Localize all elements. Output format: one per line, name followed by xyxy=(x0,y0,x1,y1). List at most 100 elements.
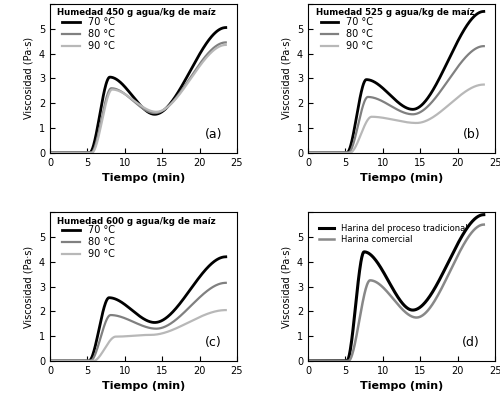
90 °C xyxy=(326,150,332,155)
Line: 70 °C: 70 °C xyxy=(50,28,226,153)
90 °C xyxy=(433,113,439,118)
70 °C xyxy=(47,150,53,155)
Text: Humedad 600 g agua/kg de maíz: Humedad 600 g agua/kg de maíz xyxy=(58,217,216,226)
80 °C xyxy=(432,96,438,101)
80 °C xyxy=(174,316,180,321)
80 °C xyxy=(158,326,164,330)
X-axis label: Tiempo (min): Tiempo (min) xyxy=(102,381,185,391)
Legend: 70 °C, 80 °C, 90 °C: 70 °C, 80 °C, 90 °C xyxy=(58,221,118,263)
Harina comercial xyxy=(416,315,422,320)
90 °C xyxy=(47,150,53,155)
Text: Humedad 450 g agua/kg de maíz: Humedad 450 g agua/kg de maíz xyxy=(58,8,216,18)
70 °C xyxy=(223,254,229,259)
Legend: 70 °C, 80 °C, 90 °C: 70 °C, 80 °C, 90 °C xyxy=(58,13,118,55)
70 °C xyxy=(174,305,180,310)
90 °C xyxy=(416,120,422,125)
90 °C xyxy=(104,96,110,101)
80 °C xyxy=(223,40,229,45)
Text: (a): (a) xyxy=(204,128,222,141)
Line: 70 °C: 70 °C xyxy=(308,12,484,153)
Harina del proceso tradicional xyxy=(433,284,439,289)
Text: (c): (c) xyxy=(206,336,222,349)
90 °C xyxy=(158,109,164,113)
Harina del proceso tradicional xyxy=(432,286,438,290)
Y-axis label: Viscosidad (Pa·s): Viscosidad (Pa·s) xyxy=(282,245,292,328)
70 °C xyxy=(158,319,164,324)
90 °C xyxy=(47,358,53,363)
90 °C xyxy=(68,150,74,155)
Harina comercial xyxy=(362,288,368,293)
70 °C xyxy=(305,150,311,155)
Harina del proceso tradicional xyxy=(326,358,332,363)
70 °C xyxy=(116,79,122,84)
70 °C xyxy=(374,82,380,87)
80 °C xyxy=(223,280,229,285)
Line: Harina del proceso tradicional: Harina del proceso tradicional xyxy=(308,215,484,361)
Legend: Harina del proceso tradicional, Harina comercial: Harina del proceso tradicional, Harina c… xyxy=(316,221,471,247)
80 °C xyxy=(481,44,487,49)
Harina del proceso tradicional xyxy=(481,212,487,217)
90 °C xyxy=(223,43,229,47)
80 °C xyxy=(68,358,74,363)
80 °C xyxy=(68,150,74,155)
Harina comercial xyxy=(305,358,311,363)
Line: Harina comercial: Harina comercial xyxy=(308,225,484,361)
Line: 90 °C: 90 °C xyxy=(308,85,484,153)
Harina del proceso tradicional xyxy=(362,249,368,254)
Harina del proceso tradicional xyxy=(305,358,311,363)
Text: (d): (d) xyxy=(462,336,480,349)
Harina comercial xyxy=(433,297,439,302)
Line: 90 °C: 90 °C xyxy=(50,310,226,361)
90 °C xyxy=(174,326,180,330)
90 °C xyxy=(158,331,164,336)
70 °C xyxy=(158,110,164,115)
90 °C xyxy=(104,342,110,347)
70 °C xyxy=(223,25,229,30)
70 °C xyxy=(362,78,368,83)
70 °C xyxy=(174,304,180,309)
Line: 90 °C: 90 °C xyxy=(50,45,226,153)
90 °C xyxy=(174,94,180,99)
90 °C xyxy=(174,325,180,330)
90 °C xyxy=(174,95,180,100)
90 °C xyxy=(68,358,74,363)
80 °C xyxy=(174,94,180,99)
Harina comercial xyxy=(374,281,380,286)
Line: 80 °C: 80 °C xyxy=(308,46,484,153)
70 °C xyxy=(68,358,74,363)
80 °C xyxy=(416,111,422,115)
Line: 80 °C: 80 °C xyxy=(50,283,226,361)
70 °C xyxy=(174,91,180,95)
80 °C xyxy=(116,314,122,319)
70 °C xyxy=(416,105,422,110)
Y-axis label: Viscosidad (Pa·s): Viscosidad (Pa·s) xyxy=(24,37,34,119)
Legend: 70 °C, 80 °C, 90 °C: 70 °C, 80 °C, 90 °C xyxy=(316,13,376,55)
90 °C xyxy=(116,89,122,94)
80 °C xyxy=(158,109,164,114)
90 °C xyxy=(223,308,229,312)
70 °C xyxy=(68,150,74,155)
Harina comercial xyxy=(432,298,438,303)
90 °C xyxy=(481,82,487,87)
90 °C xyxy=(305,150,311,155)
80 °C xyxy=(104,93,110,97)
Harina del proceso tradicional xyxy=(416,306,422,311)
80 °C xyxy=(47,150,53,155)
70 °C xyxy=(174,92,180,97)
70 °C xyxy=(481,9,487,14)
70 °C xyxy=(326,150,332,155)
80 °C xyxy=(47,358,53,363)
70 °C xyxy=(433,83,439,87)
80 °C xyxy=(174,316,180,321)
Harina comercial xyxy=(481,222,487,227)
80 °C xyxy=(326,150,332,155)
80 °C xyxy=(362,97,368,102)
90 °C xyxy=(362,122,368,127)
70 °C xyxy=(104,78,110,83)
80 °C xyxy=(174,93,180,98)
70 °C xyxy=(104,297,110,302)
70 °C xyxy=(116,299,122,304)
Harina del proceso tradicional xyxy=(374,260,380,265)
Text: Humedad 525 g agua/kg de maíz: Humedad 525 g agua/kg de maíz xyxy=(316,8,474,18)
90 °C xyxy=(432,113,438,118)
